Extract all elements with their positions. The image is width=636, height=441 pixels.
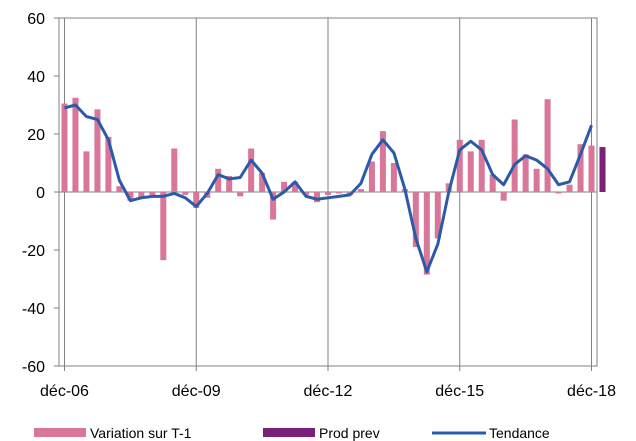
legend-label: Variation sur T-1: [90, 425, 192, 441]
variation-bar: [522, 154, 529, 192]
y-tick-label: -20: [22, 243, 45, 260]
variation-bar: [357, 189, 364, 192]
variation-bar: [215, 168, 222, 192]
variation-bar: [105, 136, 112, 192]
variation-bar: [533, 168, 540, 192]
variation-bar: [248, 148, 255, 192]
variation-bar: [324, 192, 332, 195]
variation-bar: [83, 151, 90, 192]
variation-bar: [127, 192, 134, 201]
variation-bar: [500, 192, 507, 201]
legend-label: Tendance: [489, 425, 550, 441]
variation-bar: [588, 145, 595, 192]
variation-bar: [511, 119, 518, 192]
variation-bar: [314, 192, 321, 203]
variation-bar: [259, 173, 266, 192]
y-tick-label: 60: [27, 11, 45, 28]
x-tick-label: déc-06: [40, 383, 89, 400]
variation-bar: [577, 144, 584, 192]
variation-bar: [281, 181, 288, 192]
variation-bar: [368, 161, 375, 192]
legend-swatch: [263, 428, 315, 437]
variation-bar: [270, 192, 277, 220]
y-tick-label: -60: [22, 359, 45, 376]
variation-bar: [171, 148, 178, 192]
variation-bar: [467, 151, 474, 192]
variation-bar: [116, 186, 123, 192]
variation-bar: [544, 99, 551, 192]
y-tick-labels: 60 40 20 0 -20 -40 -60: [22, 11, 59, 376]
y-tick-label: -40: [22, 301, 45, 318]
variation-bar: [292, 181, 299, 192]
x-tick-label: déc-12: [304, 383, 353, 400]
variation-bar: [379, 131, 386, 192]
line-series: [64, 103, 593, 274]
variation-bar: [237, 192, 244, 197]
variation-bar: [434, 192, 441, 239]
y-tick-label: 20: [27, 127, 45, 144]
variation-bar: [226, 176, 233, 192]
x-tick-labels: déc-06 déc-09 déc-12 déc-15 déc-18: [40, 366, 616, 400]
variation-bar: [412, 192, 419, 248]
x-tick-label: déc-15: [435, 383, 484, 400]
variation-bar: [182, 192, 189, 195]
legend-label: Prod prev: [319, 425, 380, 441]
variation-bar: [489, 174, 496, 192]
variation-bar: [555, 192, 562, 194]
y-tick-label: 40: [27, 69, 45, 86]
variation-bar: [94, 109, 101, 192]
variation-bar: [478, 139, 485, 192]
variation-bar: [390, 163, 397, 192]
legend: Variation sur T-1 Prod prev Tendance: [34, 425, 550, 441]
bar-series: [61, 97, 606, 275]
legend-swatch: [34, 428, 86, 437]
variation-bar: [61, 103, 68, 192]
variation-bar: [335, 192, 342, 194]
x-tick-label: déc-18: [567, 383, 616, 400]
prod-prev-bar: [599, 147, 606, 192]
variation-bar: [423, 192, 430, 275]
variation-bar: [72, 97, 79, 192]
variation-bar: [138, 192, 145, 198]
variation-bar: [193, 192, 200, 208]
tendance-line: [64, 103, 593, 274]
y-tick-label: 0: [36, 185, 45, 202]
variation-bar: [160, 192, 167, 261]
variation-bar: [566, 184, 573, 192]
variation-bar: [456, 139, 463, 192]
variation-bar: [149, 192, 156, 195]
x-tick-label: déc-09: [172, 383, 221, 400]
variation-bar: [303, 192, 310, 195]
